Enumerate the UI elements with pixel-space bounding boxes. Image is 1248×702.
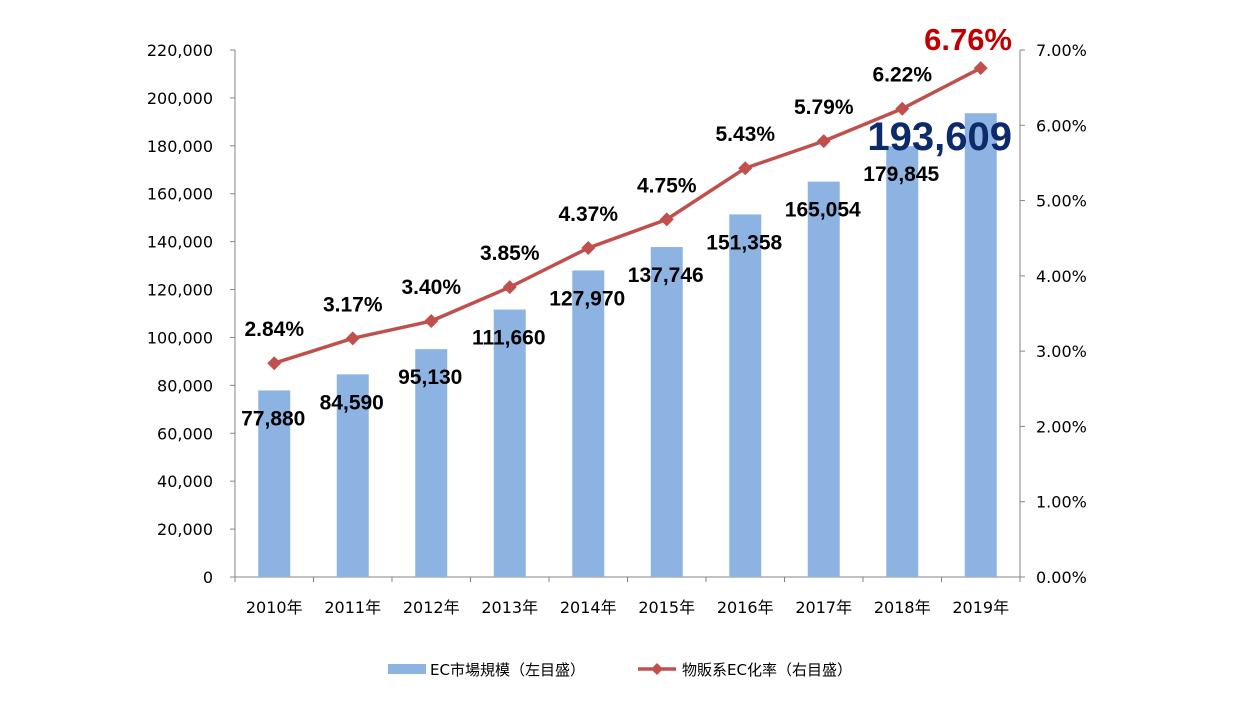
right-axis-tick-label: 5.00% (1036, 192, 1087, 211)
right-axis-tick-label: 4.00% (1036, 267, 1087, 286)
right-axis-tick-label: 2.00% (1036, 417, 1087, 436)
bar-2015年 (650, 247, 683, 578)
x-axis-tick-label: 2013年 (481, 598, 538, 617)
x-axis-tick-label: 2017年 (795, 598, 852, 617)
rate-marker-2013年 (502, 280, 517, 295)
bar-data-label: 95,130 (398, 366, 462, 389)
left-axis-tick-label: 100,000 (147, 328, 213, 347)
bar-data-label: 127,970 (549, 287, 625, 310)
rate-data-label: 6.22% (872, 64, 932, 87)
rate-marker-2014年 (581, 241, 596, 256)
x-axis-tick-label: 2011年 (324, 598, 381, 617)
bar-data-label: 137,746 (628, 264, 704, 287)
x-axis-tick-label: 2019年 (952, 598, 1009, 617)
bar-2014年 (572, 270, 605, 577)
rate-line (273, 66, 982, 365)
rate-data-label: 3.40% (401, 276, 461, 299)
right-axis-tick-label: 1.00% (1036, 493, 1087, 512)
rate-marker-2015年 (659, 212, 674, 227)
rate-marker-2019年 (973, 61, 988, 76)
rate-marker-2011年 (345, 331, 360, 346)
legend-bar-swatch (388, 664, 426, 674)
left-axis-tick-label: 180,000 (147, 137, 213, 156)
left-axis-tick-label: 80,000 (157, 376, 213, 395)
rate-data-label: 4.75% (637, 174, 697, 197)
right-axis-tick-label: 6.00% (1036, 116, 1087, 135)
x-axis-tick-label: 2018年 (874, 598, 931, 617)
x-axis-tick-label: 2010年 (246, 598, 303, 617)
rate-marker-2018年 (895, 101, 910, 116)
bar-2018年 (886, 146, 919, 577)
right-axis-tick-label: 3.00% (1036, 342, 1087, 361)
bar-2013年 (493, 309, 526, 577)
bar-data-label: 151,358 (706, 231, 782, 254)
rate-data-label: 3.17% (323, 293, 383, 316)
legend-line-label: 物販系EC化率（右目盛） (682, 661, 852, 679)
bar-2019年 (964, 113, 997, 577)
left-axis-tick-label: 140,000 (147, 233, 213, 252)
bar-2016年 (729, 214, 762, 578)
bar-data-label: 111,660 (472, 327, 546, 350)
right-axis-tick-label: 0.00% (1036, 568, 1087, 587)
left-axis-tick-label: 20,000 (157, 520, 213, 539)
right-axis-tick-label: 7.00% (1036, 41, 1087, 60)
bar-data-label: 193,609 (867, 115, 1012, 159)
rate-marker-2017年 (816, 134, 831, 149)
bar-data-label: 165,054 (785, 199, 861, 222)
bar-data-label: 77,880 (241, 407, 305, 430)
x-axis-tick-label: 2015年 (638, 598, 695, 617)
x-axis-tick-label: 2014年 (560, 598, 617, 617)
rate-marker-2016年 (738, 161, 753, 176)
rate-data-label: 4.37% (558, 203, 618, 226)
x-axis-tick-label: 2012年 (403, 598, 460, 617)
legend-bar-label: EC市場規模（左目盛） (430, 661, 585, 679)
left-axis-tick-label: 40,000 (157, 472, 213, 491)
rate-data-label: 3.85% (480, 242, 540, 265)
rate-data-label: 6.76% (924, 22, 1012, 57)
left-axis-tick-label: 120,000 (147, 281, 213, 300)
left-axis-tick-label: 160,000 (147, 185, 213, 204)
rate-marker-2012年 (424, 314, 439, 329)
left-axis-tick-label: 0 (203, 568, 213, 587)
bar-data-label: 179,845 (863, 163, 939, 186)
rate-data-label: 5.79% (794, 96, 854, 119)
bar-2012年 (415, 349, 448, 577)
legend-line-marker (651, 663, 663, 675)
rate-marker-2010年 (267, 356, 282, 371)
x-axis-tick-label: 2016年 (717, 598, 774, 617)
bar-2017年 (807, 181, 840, 577)
rate-data-label: 5.43% (715, 123, 775, 146)
bar-data-label: 84,590 (320, 391, 384, 414)
left-axis-tick-label: 220,000 (147, 41, 213, 60)
bar-2011年 (336, 374, 369, 577)
left-axis-tick-label: 200,000 (147, 89, 213, 108)
left-axis-tick-label: 60,000 (157, 424, 213, 443)
bar-2010年 (258, 390, 291, 577)
rate-data-label: 2.84% (244, 318, 304, 341)
